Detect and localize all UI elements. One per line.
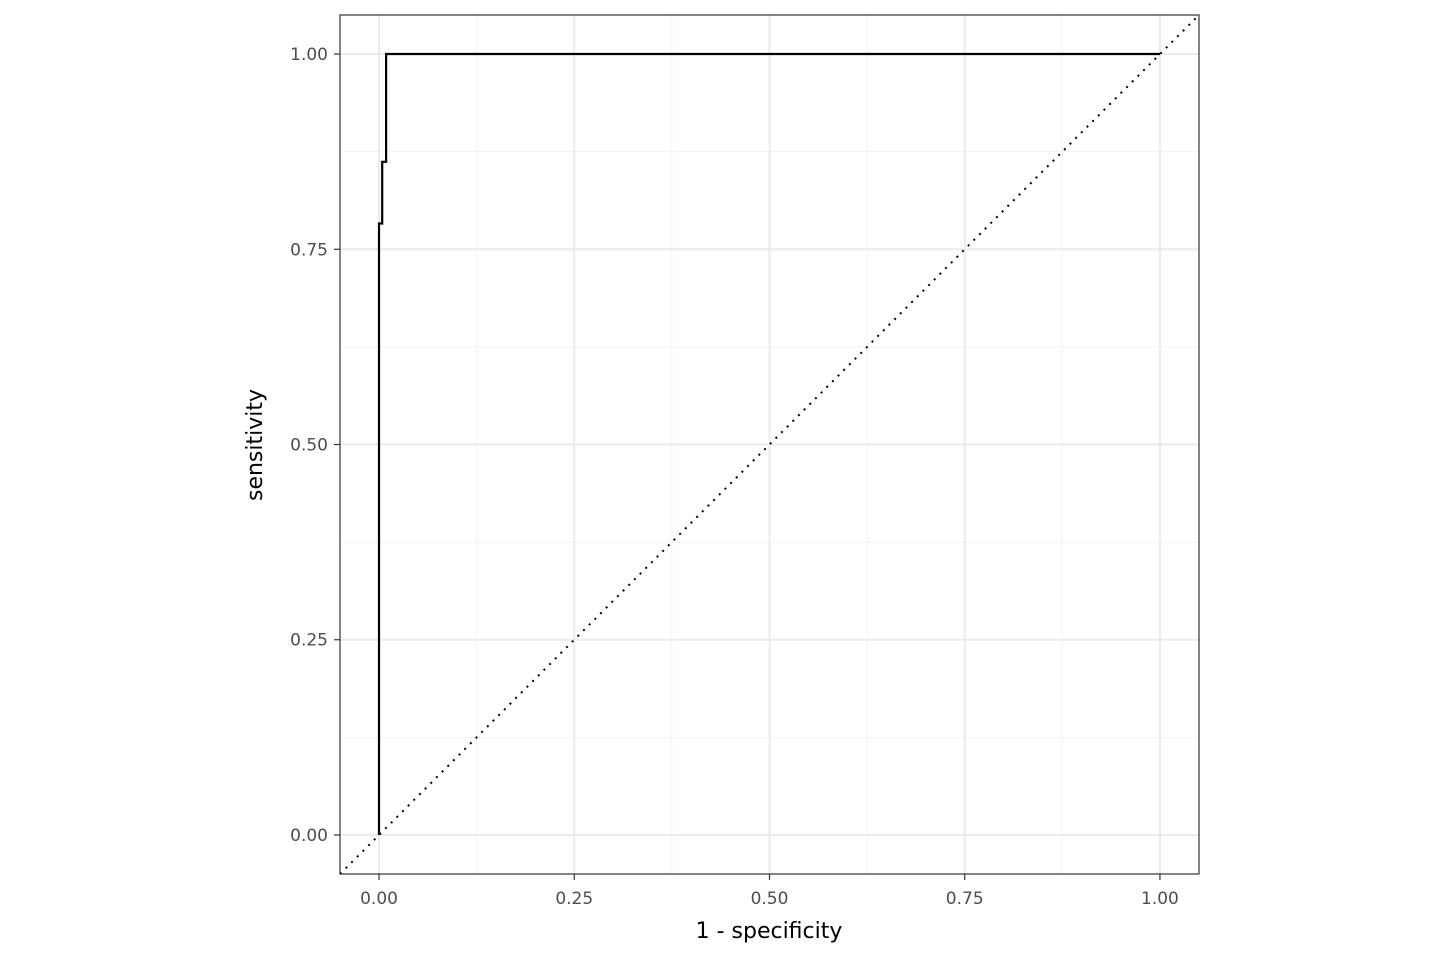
y-tick-label: 0.75 [290, 240, 328, 260]
roc-curve [377, 52, 1160, 835]
marks [339, 14, 1200, 875]
x-tick-label: 0.25 [555, 889, 593, 909]
ticks: 0.00 0.25 0.50 0.75 1.00 0.00 0.25 0.50 0.75 1.00 [290, 45, 1179, 909]
y-tick-label: 1.00 [290, 45, 328, 65]
y-tick-label: 0.25 [290, 631, 328, 651]
x-tick-label: 0.00 [360, 889, 398, 909]
x-axis-title: 1 - specificity [696, 919, 843, 944]
y-tick-label: 0.50 [290, 436, 328, 456]
x-tick-label: 1.00 [1141, 889, 1179, 909]
x-tick-label: 0.75 [946, 889, 984, 909]
y-tick-label: 0.00 [290, 826, 328, 846]
x-tick-label: 0.50 [751, 889, 789, 909]
y-axis-title: sensitivity [243, 389, 268, 501]
